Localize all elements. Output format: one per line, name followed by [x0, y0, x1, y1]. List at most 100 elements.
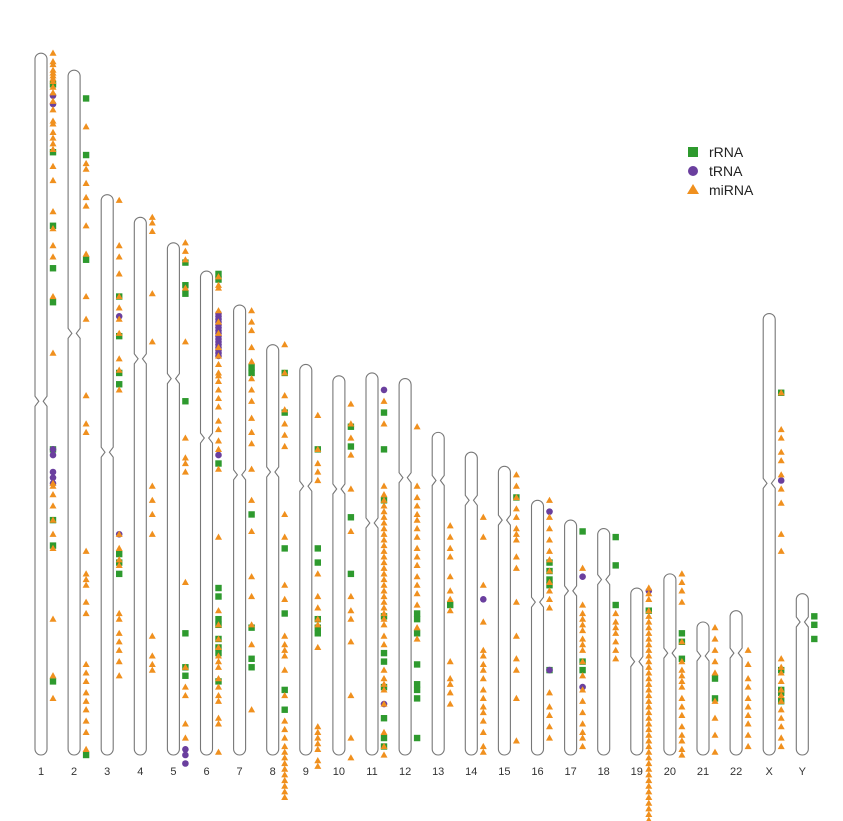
- mirna-marker: [82, 315, 90, 322]
- rrna-marker: [82, 256, 90, 263]
- mirna-marker: [512, 694, 520, 701]
- mirna-marker: [347, 420, 355, 427]
- mirna-marker: [215, 445, 222, 452]
- mirna-marker: [181, 434, 189, 441]
- mirna-marker: [479, 717, 487, 724]
- rrna-marker: [347, 570, 355, 578]
- mirna-marker: [380, 482, 388, 489]
- mirna-marker: [281, 771, 289, 778]
- mirna-marker: [446, 607, 454, 614]
- legend-mirna-swatch: [687, 184, 699, 194]
- chromosome-20: [663, 573, 677, 756]
- mirna-marker: [413, 624, 421, 631]
- mirna-marker: [82, 570, 90, 577]
- mirna-marker: [248, 386, 256, 393]
- mirna-marker: [181, 459, 189, 467]
- mirna-marker: [678, 666, 686, 673]
- rrna-marker: [380, 409, 388, 416]
- mirna-marker: [413, 573, 421, 580]
- mirna-marker: [645, 663, 653, 670]
- chromosome-21: [696, 621, 710, 756]
- mirna-marker: [446, 544, 454, 552]
- mirna-marker: [115, 196, 123, 203]
- mirna-marker: [314, 615, 322, 622]
- mirna-marker: [678, 731, 686, 738]
- mirna-marker: [579, 635, 587, 642]
- mirna-marker: [281, 595, 289, 602]
- mirna-marker: [248, 641, 256, 648]
- mirna-marker: [380, 508, 388, 515]
- mirna-marker: [248, 573, 256, 580]
- rrna-marker: [82, 751, 90, 759]
- rrna-marker: [380, 658, 388, 665]
- mirna-marker: [678, 723, 686, 730]
- mirna-marker: [314, 621, 322, 628]
- mirna-marker: [546, 734, 553, 741]
- mirna-marker: [645, 612, 653, 619]
- mirna-marker: [82, 660, 90, 668]
- mirna-marker: [148, 666, 156, 673]
- mirna-marker: [181, 247, 189, 254]
- mirna-marker: [314, 445, 322, 452]
- rrna-marker: [215, 584, 222, 592]
- mirna-marker: [281, 431, 289, 438]
- mirna-marker: [49, 208, 57, 215]
- mirna-marker: [744, 694, 752, 701]
- mirna-marker: [49, 140, 57, 147]
- mirna-marker: [115, 544, 123, 552]
- mirna-marker: [413, 482, 421, 489]
- mirna-marker: [314, 728, 322, 735]
- mirna-marker: [446, 595, 454, 602]
- mirna-marker: [413, 601, 421, 608]
- mirna-marker: [248, 592, 256, 600]
- mirna-marker: [314, 604, 322, 611]
- chromosome-label-21: 21: [697, 766, 709, 778]
- rrna-marker: [116, 332, 123, 340]
- mirna-marker: [115, 270, 123, 277]
- mirna-marker: [215, 394, 222, 402]
- mirna-marker: [645, 641, 653, 648]
- legend-rrna-label: rRNA: [709, 144, 744, 160]
- trna-marker: [49, 451, 57, 459]
- mirna-marker: [248, 326, 256, 334]
- chromosome-15: [497, 465, 511, 756]
- mirna-marker: [115, 292, 123, 300]
- rrna-marker: [413, 661, 421, 668]
- mirna-marker: [49, 128, 57, 135]
- mirna-marker: [678, 677, 686, 685]
- mirna-marker: [347, 615, 355, 622]
- mirna-marker: [645, 731, 653, 738]
- rrna-marker: [380, 734, 388, 742]
- rrna-marker: [215, 276, 222, 283]
- mirna-marker: [546, 689, 553, 696]
- rrna-marker: [116, 550, 123, 558]
- mirna-marker: [380, 513, 388, 520]
- mirna-marker: [82, 706, 90, 713]
- rrna-marker: [811, 621, 818, 629]
- mirna-marker: [512, 655, 520, 662]
- mirna-marker: [248, 428, 256, 435]
- mirna-marker: [413, 533, 421, 540]
- mirna-marker: [579, 734, 587, 741]
- mirna-marker: [777, 663, 785, 670]
- mirna-marker: [678, 683, 686, 690]
- chromosome-label-2: 2: [71, 766, 77, 778]
- mirna-marker: [380, 570, 388, 577]
- mirna-marker: [645, 691, 653, 699]
- mirna-marker: [546, 556, 553, 563]
- mirna-marker: [512, 525, 520, 532]
- mirna-marker: [413, 561, 421, 568]
- mirna-marker: [645, 652, 653, 659]
- rrna-marker: [811, 613, 818, 620]
- chromosome-8: [266, 344, 280, 756]
- chromosome-label-9: 9: [303, 766, 309, 778]
- mirna-marker: [215, 674, 222, 682]
- chromosome-label-5: 5: [170, 766, 176, 778]
- mirna-marker: [49, 482, 57, 489]
- legend-rrna-swatch: [688, 147, 698, 157]
- chromosome-label-13: 13: [432, 766, 444, 778]
- rrna-marker: [347, 443, 355, 450]
- mirna-marker: [281, 776, 289, 784]
- mirna-marker: [512, 553, 520, 560]
- chromosome-3: [100, 194, 114, 756]
